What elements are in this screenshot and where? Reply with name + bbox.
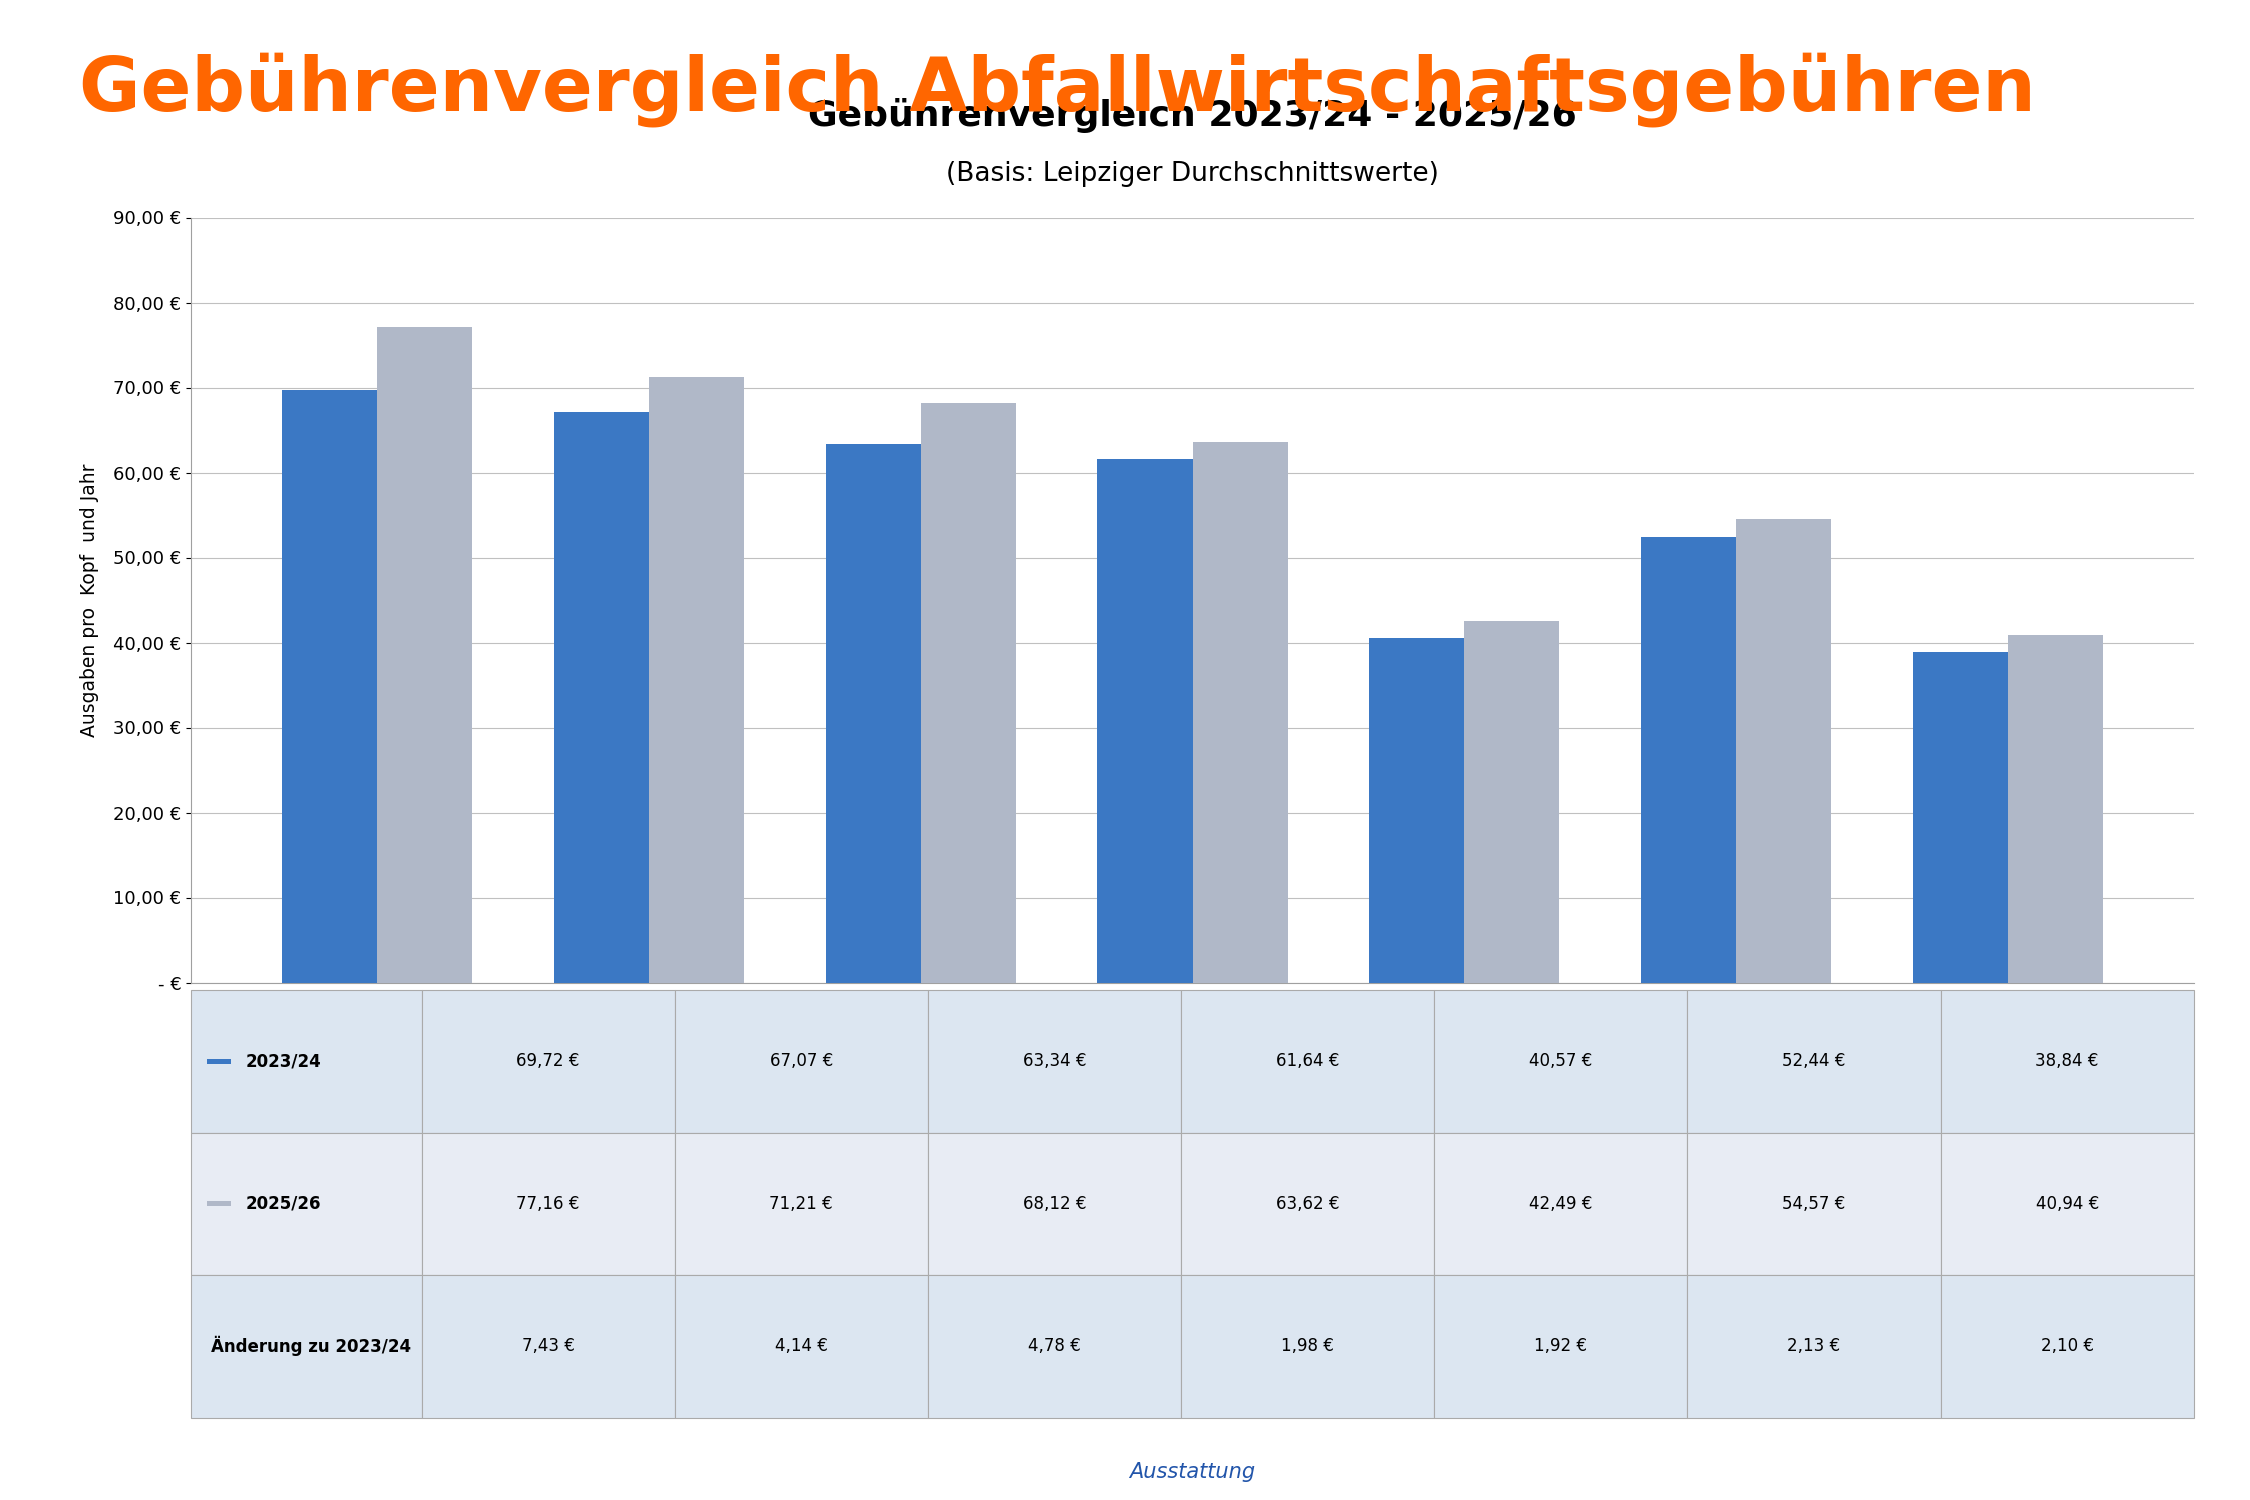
Text: Gebührenvergleich Abfallwirtschaftsgebühren: Gebührenvergleich Abfallwirtschaftsgebüh… — [79, 53, 2036, 128]
Bar — [191, 1132, 421, 1275]
Text: 52,44 €: 52,44 € — [1782, 1053, 1845, 1071]
Bar — [1688, 1132, 1940, 1275]
Text: 69,72 €: 69,72 € — [518, 1053, 580, 1071]
Bar — [207, 1059, 232, 1064]
Bar — [1640, 537, 1737, 982]
Bar — [1181, 1275, 1433, 1418]
Bar — [1940, 1132, 2194, 1275]
Text: Änderung zu 2023/24: Änderung zu 2023/24 — [212, 1336, 412, 1356]
Bar — [927, 1132, 1181, 1275]
Text: 40,94 €: 40,94 € — [2036, 1194, 2099, 1212]
Text: 2025/26: 2025/26 — [245, 1194, 322, 1212]
Bar — [927, 990, 1181, 1132]
Bar — [675, 990, 927, 1132]
Text: 38,84 €: 38,84 € — [2036, 1053, 2099, 1071]
Text: 2023/24: 2023/24 — [245, 1053, 322, 1071]
Text: 63,34 €: 63,34 € — [1024, 1053, 1087, 1071]
Text: 4,14 €: 4,14 € — [774, 1338, 828, 1356]
Bar — [1940, 990, 2194, 1132]
Bar — [920, 404, 1017, 982]
Bar — [191, 990, 421, 1132]
Text: 54,57 €: 54,57 € — [1782, 1194, 1845, 1212]
Bar — [1433, 1275, 1688, 1418]
Bar — [1433, 1132, 1688, 1275]
Bar — [1688, 1275, 1940, 1418]
Bar — [421, 1132, 675, 1275]
Bar — [281, 390, 378, 982]
Text: 42,49 €: 42,49 € — [1530, 1194, 1593, 1212]
Text: 4,78 €: 4,78 € — [1028, 1338, 1080, 1356]
Text: 77,16 €: 77,16 € — [518, 1194, 580, 1212]
Text: Gebührenvergleich 2023/24 - 2025/26: Gebührenvergleich 2023/24 - 2025/26 — [808, 99, 1577, 134]
Text: (Basis: Leipziger Durchschnittswerte): (Basis: Leipziger Durchschnittswerte) — [945, 160, 1440, 188]
Bar — [1688, 990, 1940, 1132]
Bar — [927, 1275, 1181, 1418]
Bar — [2007, 634, 2104, 982]
Text: 71,21 €: 71,21 € — [770, 1194, 832, 1212]
Bar — [1737, 519, 1831, 982]
Bar — [1098, 459, 1192, 982]
Bar — [1181, 1132, 1433, 1275]
Text: 63,62 €: 63,62 € — [1276, 1194, 1339, 1212]
Text: 1,98 €: 1,98 € — [1280, 1338, 1334, 1356]
Text: 67,07 €: 67,07 € — [770, 1053, 832, 1071]
Bar — [191, 1275, 421, 1418]
Bar — [826, 444, 920, 983]
Text: 7,43 €: 7,43 € — [522, 1338, 574, 1356]
Bar — [1912, 652, 2007, 982]
Text: 68,12 €: 68,12 € — [1024, 1194, 1087, 1212]
Text: 40,57 €: 40,57 € — [1530, 1053, 1593, 1071]
Text: Ausstattung: Ausstattung — [1130, 1462, 1256, 1482]
Bar — [1192, 441, 1287, 983]
Y-axis label: Ausgaben pro  Kopf  und Jahr: Ausgaben pro Kopf und Jahr — [81, 464, 99, 736]
Bar — [207, 1202, 232, 1206]
Text: 2,13 €: 2,13 € — [1786, 1338, 1840, 1356]
Bar — [378, 327, 472, 983]
Bar — [1181, 990, 1433, 1132]
Bar — [554, 413, 648, 982]
Bar — [1433, 990, 1688, 1132]
Bar — [675, 1132, 927, 1275]
Bar — [421, 1275, 675, 1418]
Bar — [648, 376, 745, 982]
Bar — [1940, 1275, 2194, 1418]
Text: 2,10 €: 2,10 € — [2041, 1338, 2095, 1356]
Bar — [1368, 638, 1465, 982]
Text: 61,64 €: 61,64 € — [1276, 1053, 1339, 1071]
Bar — [675, 1275, 927, 1418]
Bar — [421, 990, 675, 1132]
Bar — [1465, 621, 1559, 982]
Text: 1,92 €: 1,92 € — [1535, 1338, 1586, 1356]
